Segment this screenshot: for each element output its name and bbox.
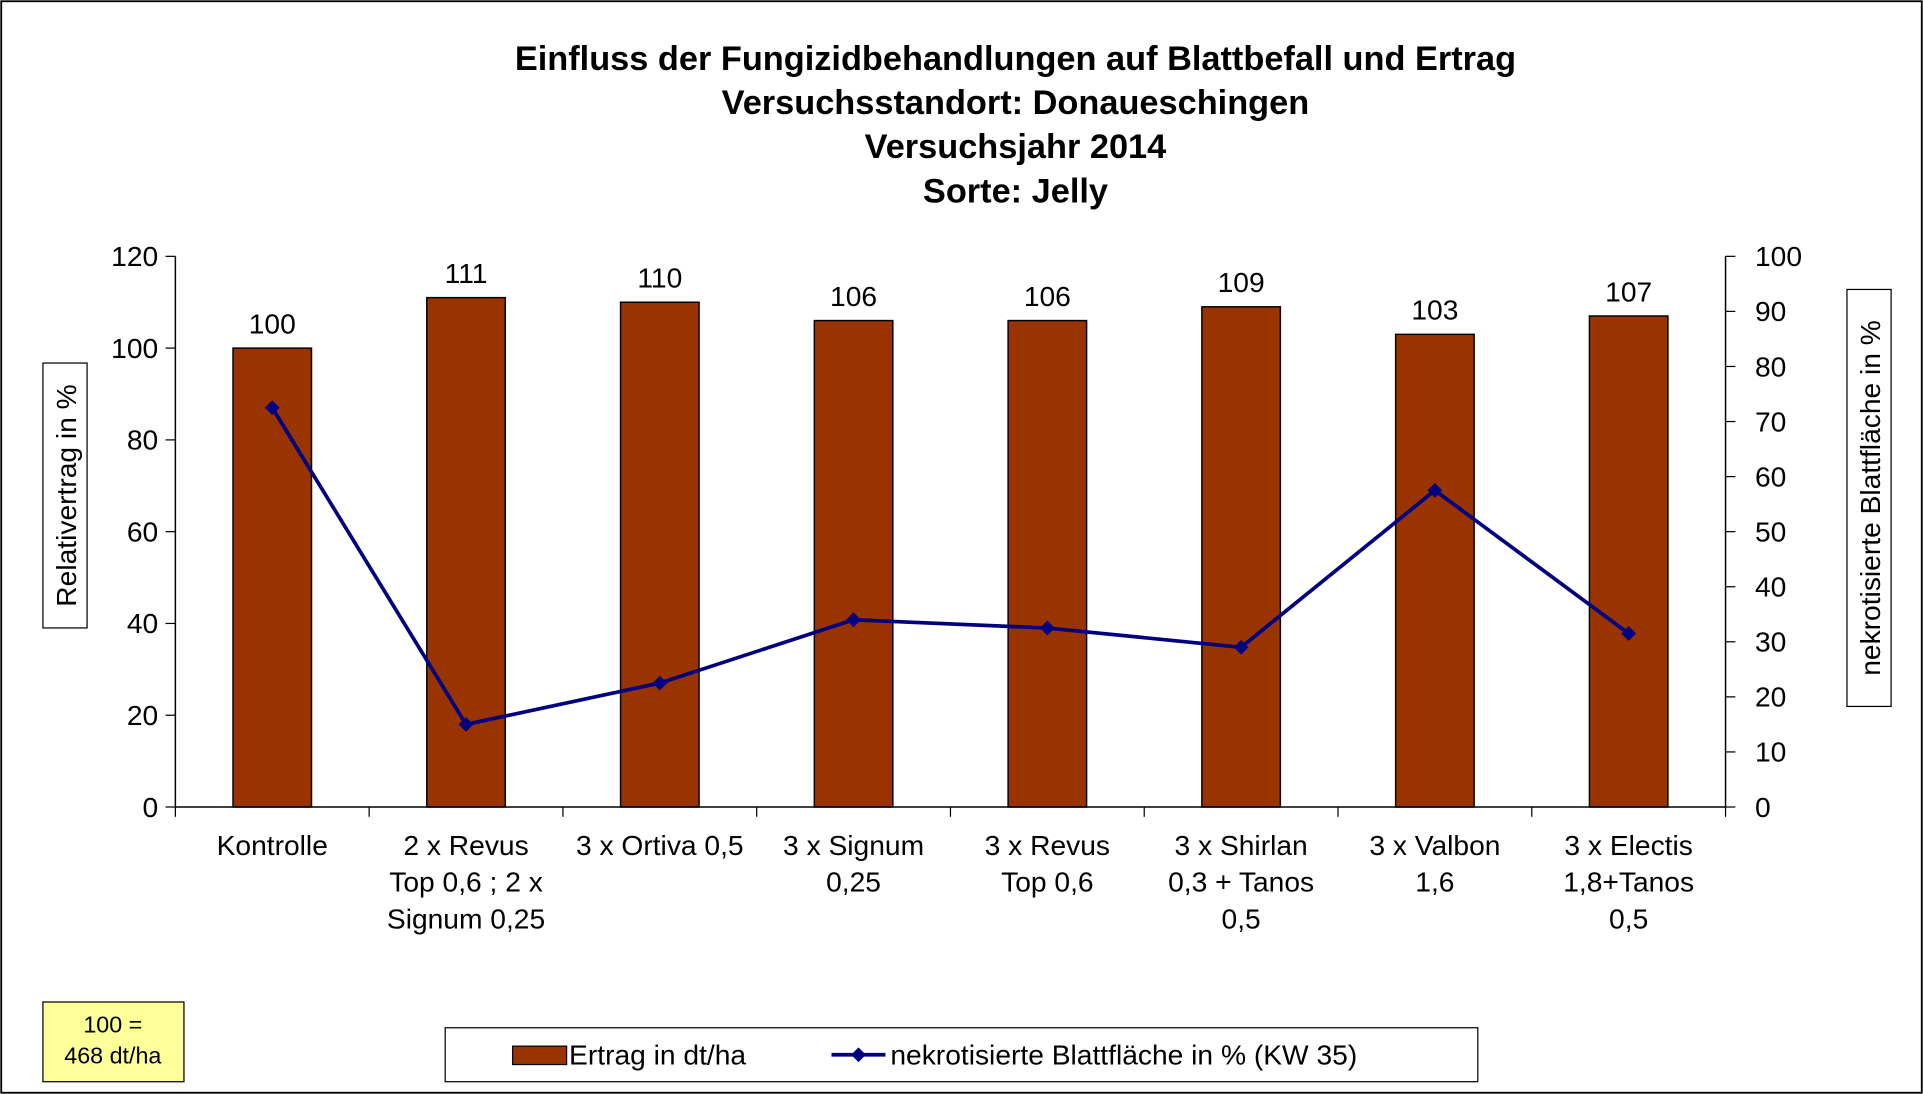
- bar: [1201, 306, 1282, 808]
- x-tick-label: Top 0,6: [1001, 866, 1093, 898]
- value-label: 106: [830, 280, 877, 312]
- x-tick-label: 0,3 + Tanos: [1168, 866, 1314, 898]
- annotation: 100 =: [83, 1012, 142, 1038]
- x-tick-label: Signum 0,25: [387, 902, 545, 934]
- value-label: 109: [1218, 266, 1265, 298]
- x-tick-label: Top 0,6 ; 2 x: [389, 866, 543, 898]
- bar: [813, 319, 894, 808]
- y-tick-label: 40: [127, 607, 158, 639]
- y2-tick-label: 40: [1755, 571, 1786, 603]
- chart-title: Sorte: Jelly: [923, 172, 1108, 210]
- x-tick-label: 0,5: [1609, 902, 1648, 934]
- annotation-box: [42, 1001, 185, 1083]
- y2-tick-label: 50: [1755, 515, 1786, 547]
- legend-swatch: [512, 1045, 568, 1066]
- chart-title: Versuchsjahr 2014: [865, 128, 1167, 166]
- y2-label: nekrotisierte Blattfläche in %: [1854, 320, 1886, 676]
- bar: [619, 301, 700, 808]
- y-tick-label: 60: [127, 515, 158, 547]
- value-label: 110: [637, 262, 682, 294]
- x-tick-label: 3 x Valbon: [1369, 829, 1500, 861]
- legend-label: nekrotisierte Blattfläche in % (KW 35): [890, 1039, 1357, 1071]
- value-label: 107: [1605, 275, 1652, 307]
- value-label: 100: [249, 307, 296, 339]
- value-label: 106: [1024, 280, 1071, 312]
- y2-tick-label: 60: [1755, 460, 1786, 492]
- y-label-box: [42, 362, 88, 629]
- bar: [1588, 315, 1669, 808]
- line-marker: [1427, 483, 1443, 498]
- y2-tick-label: 0: [1755, 791, 1771, 823]
- x-tick-label: 3 x Signum: [783, 829, 924, 861]
- legend-label: Ertrag in dt/ha: [569, 1039, 746, 1071]
- y2-tick-label: 10: [1755, 736, 1786, 768]
- y-tick-label: 0: [143, 791, 159, 823]
- bar: [1394, 333, 1475, 808]
- chart-title: Versuchsstandort: Donaueschingen: [722, 84, 1310, 122]
- line-series: [270, 406, 1630, 727]
- y2-tick-label: 90: [1755, 295, 1786, 327]
- y2-tick-label: 80: [1755, 350, 1786, 382]
- chart-title: Einfluss der Fungizidbehandlungen auf Bl…: [515, 40, 1516, 78]
- bar: [232, 347, 313, 808]
- y-label: Relativertrag in %: [50, 384, 82, 606]
- annotation: 468 dt/ha: [64, 1042, 161, 1068]
- x-tick-label: 1,6: [1415, 866, 1454, 898]
- value-label: 103: [1411, 294, 1458, 326]
- y2-tick-label: 100: [1755, 240, 1802, 272]
- x-tick-label: 2 x Revus: [403, 829, 528, 861]
- legend-box: [444, 1027, 1479, 1083]
- bar: [1007, 319, 1088, 808]
- value-label: 111: [445, 257, 488, 289]
- y-tick-label: 80: [127, 424, 158, 456]
- line-marker: [1621, 626, 1637, 641]
- y2-label-box: [1846, 288, 1892, 708]
- line-marker: [458, 717, 474, 732]
- y-tick-label: 20: [127, 699, 158, 731]
- x-tick-label: 3 x Electis: [1564, 829, 1692, 861]
- y2-tick-label: 30: [1755, 626, 1786, 658]
- x-tick-label: 0,5: [1222, 902, 1261, 934]
- line-marker: [1233, 639, 1249, 655]
- x-tick-label: 3 x Shirlan: [1175, 829, 1308, 861]
- x-tick-label: 3 x Ortiva 0,5: [576, 829, 744, 861]
- x-tick-label: 1,8+Tanos: [1563, 866, 1694, 898]
- legend-marker: [851, 1047, 866, 1063]
- y-tick-label: 100: [111, 332, 158, 364]
- x-tick-label: Kontrolle: [217, 829, 328, 861]
- x-tick-label: 0,25: [826, 866, 881, 898]
- y-tick-label: 120: [111, 240, 158, 272]
- y2-tick-label: 70: [1755, 405, 1786, 437]
- y2-tick-label: 20: [1755, 681, 1786, 713]
- x-tick-label: 3 x Revus: [985, 829, 1110, 861]
